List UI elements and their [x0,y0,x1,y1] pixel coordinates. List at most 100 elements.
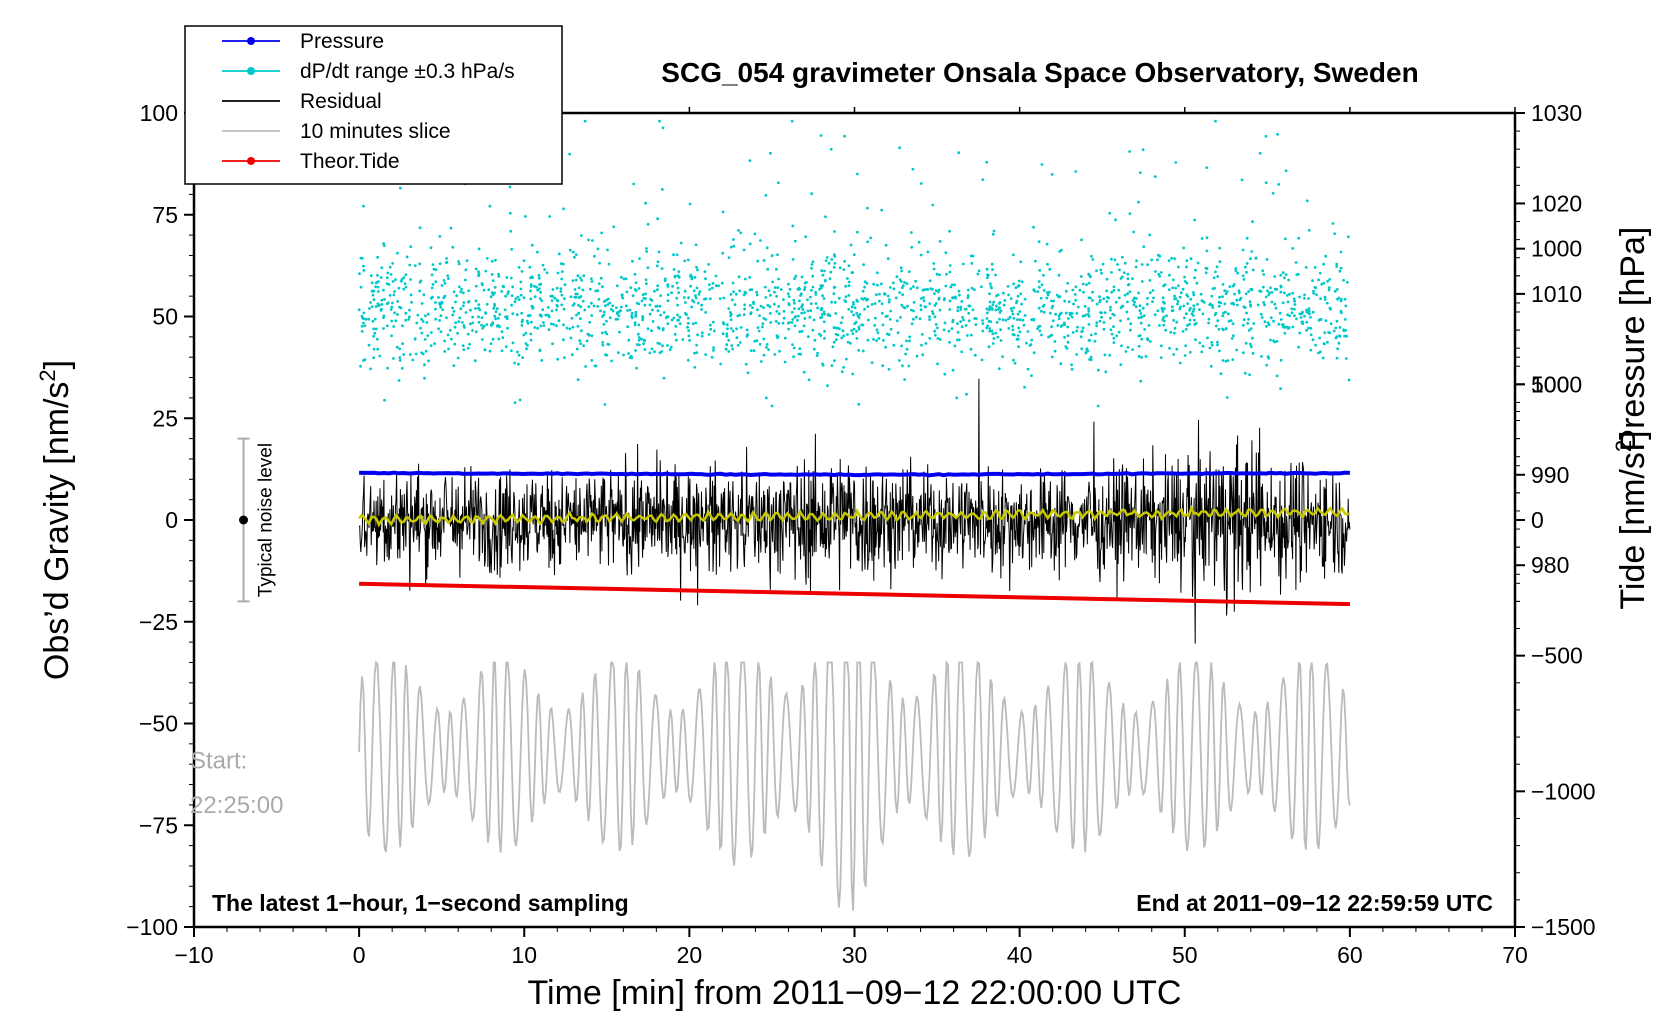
dpdt-dot [1210,304,1214,307]
dpdt-dot [1181,330,1185,333]
dpdt-dot [653,289,656,293]
dpdt-dot [985,160,989,164]
dpdt-dot [800,305,803,309]
dpdt-dot [1138,171,1142,175]
dpdt-dot [943,321,947,325]
dpdt-dot [577,303,580,307]
dpdt-dot [521,356,525,359]
dpdt-dot [1087,323,1091,326]
dpdt-dot [771,280,774,284]
dpdt-dot [1011,328,1015,332]
dpdt-dot [1016,312,1020,316]
dpdt-dot [536,250,539,254]
dpdt-dot [1099,268,1103,272]
dpdt-dot [1281,271,1285,275]
dpdt-dot [418,289,421,293]
dpdt-dot [392,325,396,328]
dpdt-dot [833,359,836,363]
dpdt-dot [704,297,708,300]
dpdt-dot [1214,119,1217,123]
dpdt-dot [711,282,715,285]
dpdt-dot [853,322,857,325]
dpdt-dot [875,328,879,332]
dpdt-dot [394,278,397,282]
dpdt-dot [955,396,959,400]
dpdt-dot [742,293,746,297]
dpdt-dot [719,362,723,366]
dpdt-dot [843,259,846,263]
dpdt-dot [933,304,937,307]
dpdt-dot [458,316,462,320]
dpdt-dot [749,349,753,353]
dpdt-dot [399,186,402,190]
dpdt-dot [587,305,591,308]
dpdt-dot [1139,321,1143,325]
dpdt-dot [787,295,791,298]
dpdt-dot [847,280,851,284]
dpdt-dot [1101,262,1105,266]
dpdt-dot [792,298,796,302]
dpdt-dot [618,330,621,334]
dpdt-dot [809,295,812,299]
dpdt-dot [909,287,913,291]
dpdt-dot [956,322,959,326]
dpdt-dot [550,299,554,303]
dpdt-dot [796,314,800,318]
dpdt-dot [841,316,844,319]
dpdt-dot [571,250,575,254]
dpdt-dot [880,208,884,212]
dpdt-dot [977,269,981,273]
dpdt-dot [1063,323,1066,327]
dpdt-dot [501,336,505,339]
dpdt-dot [663,277,667,281]
dpdt-dot [1106,295,1109,299]
dpdt-dot [1258,289,1261,293]
dpdt-dot [898,278,902,282]
dpdt-dot [526,314,530,318]
dpdt-dot [962,318,965,322]
dpdt-dot [453,325,457,329]
dpdt-dot [1173,326,1177,330]
dpdt-dot [1185,281,1189,285]
noise-bar [237,437,250,603]
dpdt-dot [951,368,955,372]
dpdt-dot [1091,299,1094,302]
dpdt-dot [646,266,650,269]
dpdt-dot [856,230,859,234]
dpdt-dot [851,372,855,376]
dpdt-dot [936,326,939,330]
dpdt-dot [1137,334,1141,338]
dpdt-dot [1079,335,1083,339]
dpdt-dot [899,266,903,269]
dpdt-dot [840,336,844,340]
dpdt-dot [1305,320,1309,324]
dpdt-dot [407,318,411,321]
dpdt-dot [1132,303,1136,307]
dpdt-dot [850,305,854,309]
dpdt-dot [833,253,836,257]
dpdt-dot [374,305,378,308]
dpdt-dot [1169,330,1173,334]
dpdt-dot [1279,290,1283,294]
dpdt-dot [511,285,515,289]
dpdt-dot [1179,291,1183,295]
dpdt-dot [1040,333,1043,337]
dpdt-dot [643,348,647,351]
dpdt-dot [1164,328,1168,332]
dpdt-dot [1064,311,1068,315]
dpdt-dot [376,273,379,277]
dpdt-dot [1059,362,1063,366]
dpdt-dot [727,307,731,310]
dpdt-dot [994,331,998,335]
dpdt-dot [1108,211,1112,215]
dpdt-dot [1013,361,1017,365]
dpdt-dot [1112,325,1115,328]
dpdt-dot [1328,278,1332,281]
dpdt-dot [1175,320,1179,324]
dpdt-dot [562,338,565,342]
dpdt-dot [908,339,911,343]
dpdt-dot [746,371,750,375]
dpdt-dot [801,308,805,311]
dpdt-dot [396,313,399,316]
dpdt-dot [1333,232,1336,236]
